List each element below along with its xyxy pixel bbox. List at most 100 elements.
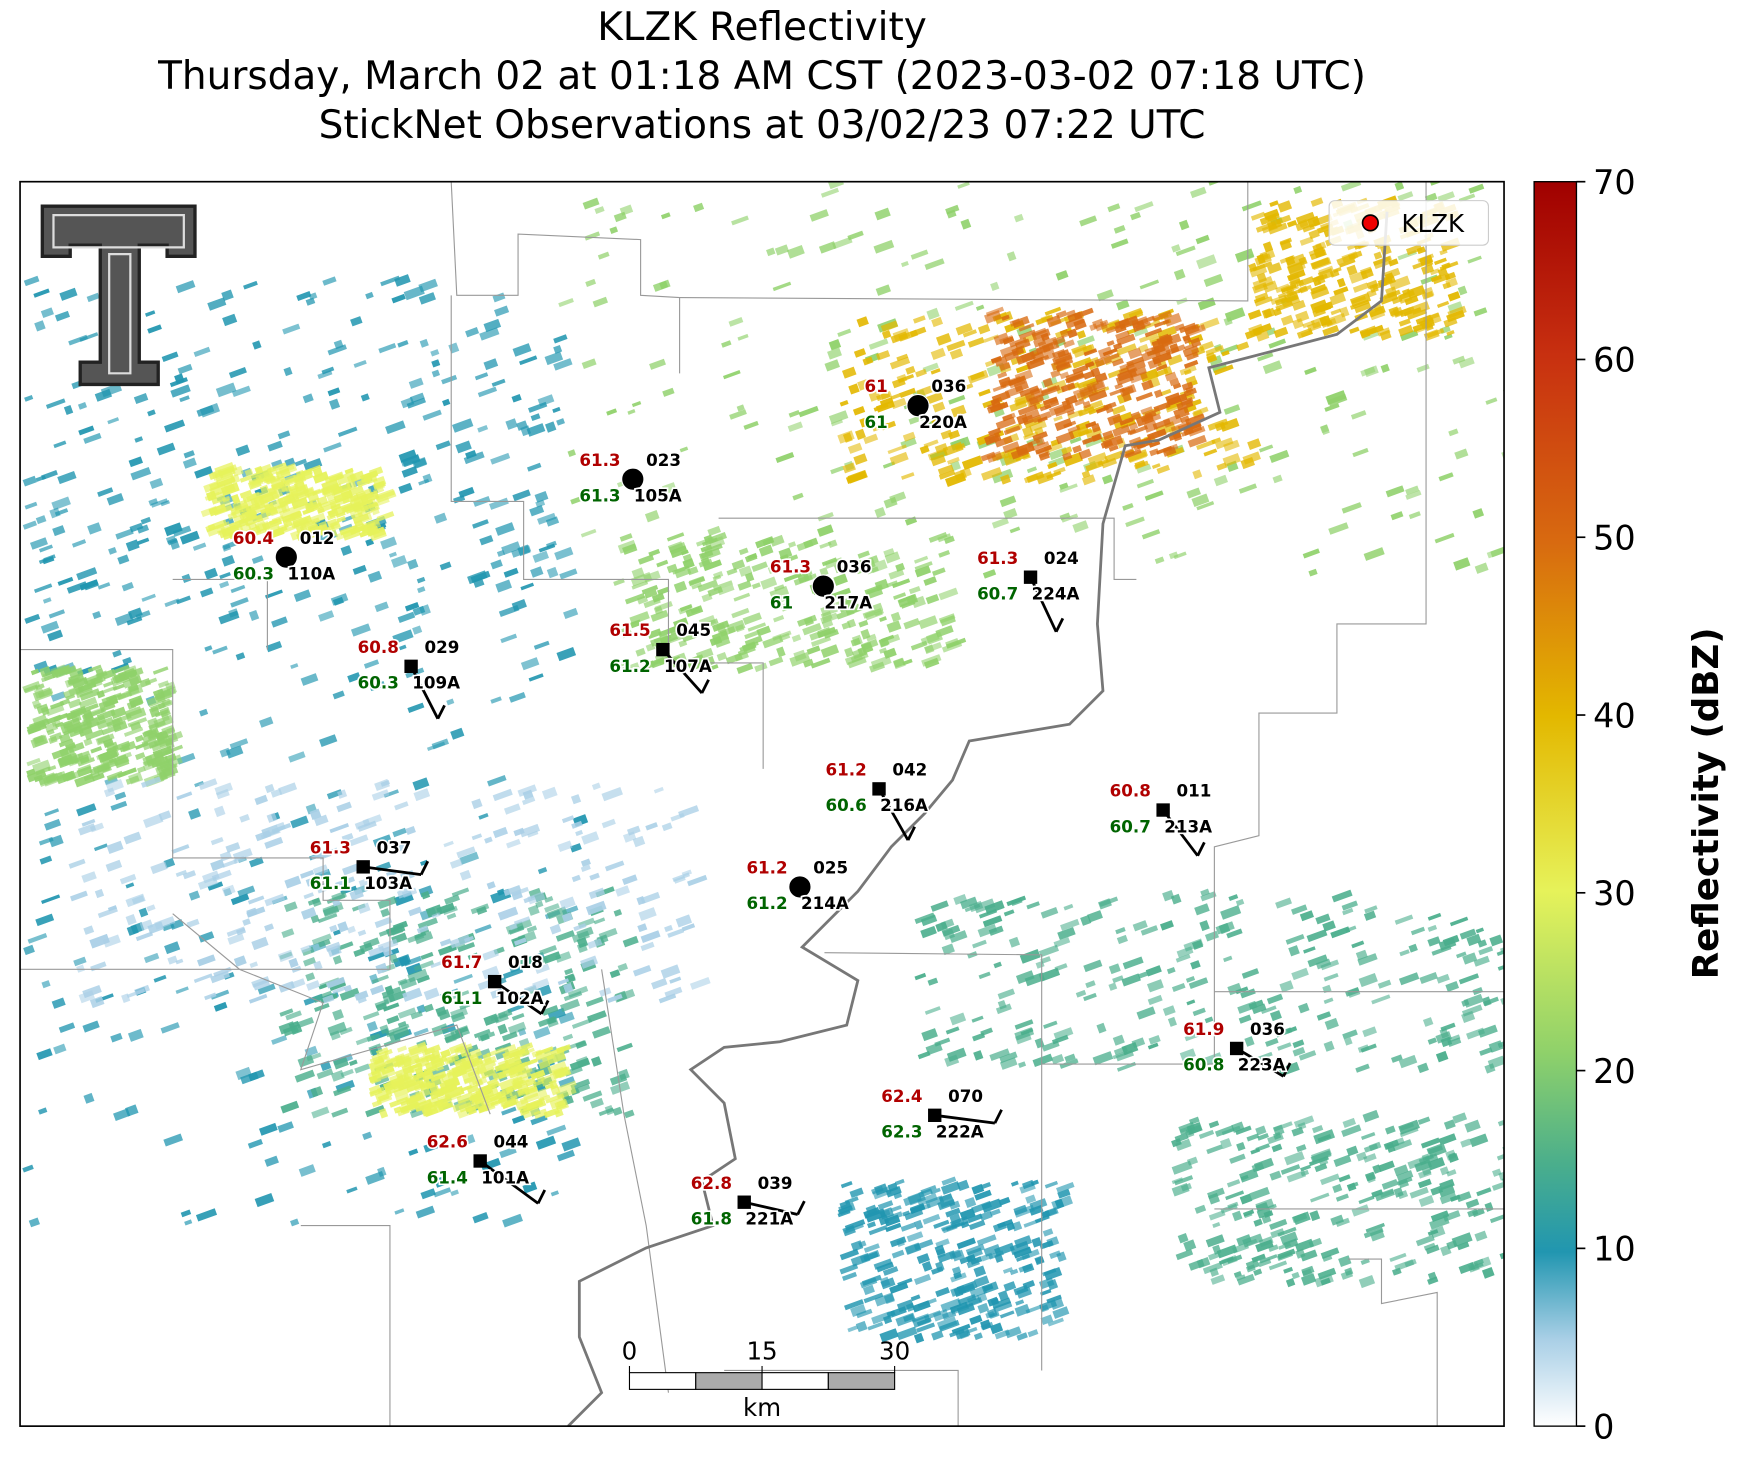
radar-echo (914, 565, 932, 578)
radar-echo (41, 980, 51, 989)
radar-echo (1263, 208, 1280, 221)
radar-echo (210, 970, 231, 984)
radar-echo (346, 480, 357, 491)
radar-echo (1199, 920, 1210, 932)
radar-echo (175, 986, 189, 994)
radar-echo (558, 1011, 575, 1025)
radar-echo (1277, 1226, 1297, 1237)
radar-echo (1427, 1276, 1439, 1285)
radar-echo (26, 768, 36, 777)
radar-echo (955, 1328, 971, 1340)
radar-echo (227, 933, 245, 945)
radar-echo (83, 737, 93, 747)
radar-echo (1019, 385, 1040, 398)
radar-echo (1063, 903, 1074, 911)
radar-echo (1262, 360, 1283, 375)
radar-echo (1240, 988, 1256, 999)
radar-echo (580, 864, 591, 872)
radar-echo (859, 416, 871, 428)
wind: 036 (837, 557, 872, 577)
radar-echo (432, 1101, 443, 1109)
radar-echo (926, 307, 940, 320)
radar-echo (1044, 306, 1062, 316)
radar-echo (557, 840, 573, 852)
radar-echo (48, 834, 64, 848)
radar-echo (1255, 1051, 1273, 1062)
radar-echo (1489, 1212, 1505, 1224)
radar-echo (1184, 324, 1206, 337)
radar-echo (585, 996, 604, 1007)
radar-echo (300, 517, 321, 529)
radar-echo (353, 359, 367, 368)
radar-echo (78, 725, 93, 737)
radar-echo (459, 869, 472, 881)
radar-echo (340, 545, 353, 556)
radar-echo (1377, 979, 1392, 989)
radar-echo (520, 657, 540, 671)
radar-echo (372, 834, 392, 848)
station-marker (404, 659, 418, 674)
radar-echo (184, 1219, 193, 1226)
scale-label: 30 (879, 1336, 910, 1365)
radar-echo (486, 881, 496, 890)
radar-echo (531, 1049, 543, 1058)
radar-echo (818, 241, 837, 254)
radar-echo (159, 706, 171, 718)
radar-echo (1112, 975, 1124, 984)
radar-echo (1345, 925, 1357, 933)
radar-echo (969, 1285, 988, 1299)
radar-echo (682, 553, 693, 563)
radar-echo (139, 677, 152, 688)
radar-echo (82, 711, 95, 724)
radar-echo (1148, 440, 1161, 448)
radar-echo (107, 905, 118, 912)
radar-echo (964, 1196, 977, 1209)
radar-echo (357, 902, 371, 914)
radar-echo (675, 914, 693, 928)
radar-echo (1147, 357, 1162, 370)
radar-echo (983, 1243, 1001, 1257)
radar-echo (1003, 425, 1021, 436)
radar-echo (867, 1221, 876, 1229)
wind: 024 (1044, 548, 1079, 568)
radar-echo (1434, 532, 1455, 544)
temperature: 61.2 (746, 858, 787, 878)
radar-echo (559, 896, 576, 910)
radar-echo (340, 1068, 354, 1078)
radar-echo (930, 415, 943, 424)
radar-echo (900, 261, 909, 268)
radar-echo (1349, 270, 1369, 284)
radar-echo (1445, 981, 1460, 992)
radar-echo (440, 1073, 450, 1083)
radar-echo (1221, 1255, 1238, 1267)
colorbar-tick-label: 20 (1593, 1052, 1636, 1091)
radar-echo (1083, 992, 1097, 1002)
radar-echo (1440, 1022, 1456, 1032)
radar-echo (702, 559, 722, 572)
radar-echo (406, 397, 426, 409)
radar-echo (576, 926, 594, 939)
radar-echo (556, 418, 565, 426)
radar-echo (40, 620, 60, 634)
radar-echo (1015, 364, 1031, 374)
radar-echo (310, 1086, 324, 1098)
radar-echo (1053, 466, 1066, 475)
radar-echo (1236, 1273, 1255, 1286)
radar-echo (136, 537, 150, 546)
radar-echo (1357, 953, 1378, 966)
radar-echo (164, 598, 180, 608)
radar-echo (1449, 916, 1469, 927)
radar-echo (1049, 1250, 1062, 1259)
radar-echo (500, 633, 518, 644)
radar-echo (235, 444, 251, 457)
radar-echo (589, 872, 600, 881)
radar-echo (1124, 448, 1142, 459)
radar-echo (34, 320, 46, 332)
radar-echo (821, 618, 834, 629)
radar-echo (416, 576, 426, 584)
radar-echo (1153, 401, 1171, 413)
wind-barb (1054, 617, 1065, 633)
radar-echo (909, 1202, 926, 1214)
radar-echo (444, 1031, 464, 1043)
